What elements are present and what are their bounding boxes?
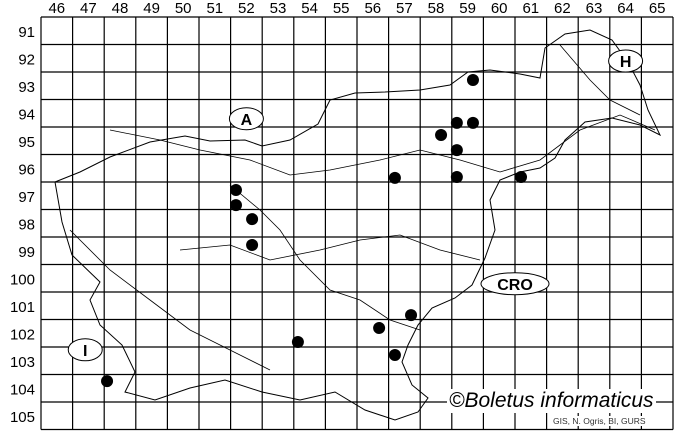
- record-dot: [246, 213, 259, 226]
- column-label: 52: [238, 0, 255, 17]
- record-dot: [229, 199, 242, 212]
- record-dot: [466, 116, 479, 129]
- column-labels: 46 47 48 49 50 51 52 53 54 55 56 57 58 59 60 61 62 63 64 65: [48, 0, 665, 17]
- record-dot: [466, 73, 479, 86]
- country-label-cro: CRO: [480, 272, 550, 296]
- column-label: 61: [522, 0, 539, 17]
- country-code: A: [241, 112, 253, 129]
- row-label: 102: [10, 326, 35, 343]
- country-label-a: A: [228, 107, 264, 131]
- record-dot: [405, 309, 418, 322]
- row-label: 95: [18, 134, 35, 151]
- column-label: 47: [80, 0, 97, 17]
- row-label: 98: [18, 216, 35, 233]
- record-dot: [515, 171, 528, 184]
- record-dot: [450, 144, 463, 157]
- row-label: 96: [18, 161, 35, 178]
- column-label: 60: [491, 0, 508, 17]
- column-label: 64: [617, 0, 634, 17]
- column-label: 49: [143, 0, 160, 17]
- river: [559, 44, 641, 116]
- row-label: 99: [18, 244, 35, 261]
- row-label: 93: [18, 79, 35, 96]
- country-code: H: [620, 54, 632, 71]
- record-dot: [435, 128, 448, 141]
- record-dot: [450, 116, 463, 129]
- column-label: 46: [48, 0, 65, 17]
- record-dot: [388, 171, 401, 184]
- record-dot: [229, 183, 242, 196]
- country-code: CRO: [497, 277, 533, 294]
- record-dot: [450, 171, 463, 184]
- row-label: 104: [10, 381, 35, 398]
- record-dot: [246, 238, 259, 251]
- column-label: 65: [649, 0, 666, 17]
- column-label: 53: [270, 0, 287, 17]
- row-label: 94: [18, 106, 35, 123]
- column-label: 58: [428, 0, 445, 17]
- row-label: 105: [10, 409, 35, 426]
- column-label: 57: [396, 0, 413, 17]
- country-label-h: H: [608, 49, 644, 73]
- country-label-ellipse: [228, 107, 264, 131]
- row-label: 91: [18, 24, 35, 41]
- row-label: 97: [18, 189, 35, 206]
- credits-text: GIS, N. Ogris, BI, GURS: [553, 416, 646, 426]
- country-border: [54, 29, 662, 421]
- row-labels: 91 92 93 94 95 96 97 98 99 100 101 102 103 104 105: [10, 24, 35, 426]
- country-code: I: [83, 343, 87, 360]
- column-label: 51: [206, 0, 223, 17]
- record-dot: [373, 322, 386, 335]
- river: [179, 234, 481, 261]
- record-dot: [388, 348, 401, 361]
- river: [109, 114, 656, 176]
- records: [101, 73, 528, 388]
- column-label: 59: [459, 0, 476, 17]
- record-dot: [101, 375, 114, 388]
- column-label: 48: [112, 0, 129, 17]
- column-label: 63: [586, 0, 603, 17]
- row-label: 103: [10, 354, 35, 371]
- river: [69, 229, 271, 371]
- record-dot: [291, 336, 304, 349]
- country-labels: A H CRO I: [67, 49, 644, 362]
- copyright-text: ©Boletus informaticus: [447, 389, 656, 413]
- row-label: 101: [10, 299, 35, 316]
- river: [229, 184, 421, 331]
- column-label: 55: [333, 0, 350, 17]
- column-label: 62: [554, 0, 571, 17]
- country-label-ellipse: [67, 338, 103, 362]
- row-label: 100: [10, 271, 35, 288]
- column-label: 50: [175, 0, 192, 17]
- country-label-ellipse: [480, 272, 550, 296]
- country-label-ellipse: [608, 49, 644, 73]
- column-label: 56: [364, 0, 381, 17]
- grid: [40, 16, 674, 431]
- row-label: 92: [18, 51, 35, 68]
- column-label: 54: [301, 0, 318, 17]
- country-label-i: I: [67, 338, 103, 362]
